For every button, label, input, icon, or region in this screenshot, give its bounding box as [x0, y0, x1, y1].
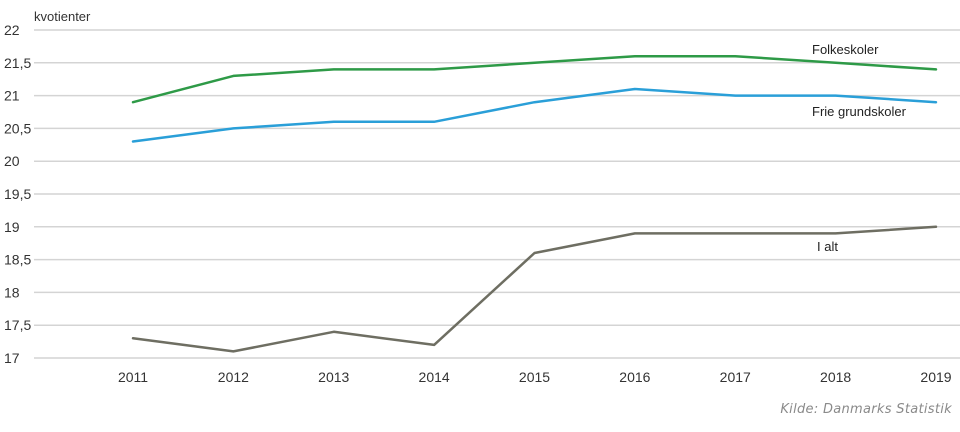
- x-tick-label: 2018: [820, 369, 851, 385]
- x-tick-label: 2015: [519, 369, 550, 385]
- y-tick-label: 20: [4, 153, 20, 169]
- x-tick-label: 2012: [218, 369, 249, 385]
- series-label-folkeskoler: Folkeskoler: [812, 42, 879, 57]
- y-tick-label: 18: [4, 284, 20, 300]
- y-axis-ticks: 17 17,5 18 18,5 19 19,5 20 20,5 21 21,5 22: [4, 22, 31, 366]
- x-tick-label: 2019: [920, 369, 951, 385]
- x-tick-label: 2016: [619, 369, 650, 385]
- y-tick-label: 17: [4, 350, 20, 366]
- y-tick-label: 19: [4, 219, 20, 235]
- y-tick-label: 20,5: [4, 120, 31, 136]
- y-tick-label: 17,5: [4, 317, 31, 333]
- x-tick-label: 2014: [419, 369, 450, 385]
- y-tick-label: 21: [4, 88, 20, 104]
- series-lines: [131, 54, 938, 353]
- series-label-i-alt: I alt: [817, 239, 838, 254]
- y-tick-label: 19,5: [4, 186, 31, 202]
- y-tick-label: 21,5: [4, 55, 31, 71]
- y-tick-label: 22: [4, 22, 20, 38]
- series-line-frie-grundskoler: [131, 87, 938, 143]
- source-note: Kilde: Danmarks Statistik: [780, 402, 952, 417]
- series-label-frie-grundskoler: Frie grundskoler: [812, 104, 907, 119]
- series-labels: Folkeskoler Frie grundskoler I alt: [812, 42, 907, 254]
- x-tick-label: 2011: [118, 369, 148, 385]
- gridlines: [34, 29, 960, 359]
- x-tick-label: 2013: [318, 369, 349, 385]
- x-tick-label: 2017: [720, 369, 751, 385]
- x-axis-ticks: 2011 2012 2013 2014 2015 2016 2017 2018 2019: [118, 369, 952, 385]
- y-axis-unit-label: kvotienter: [34, 9, 91, 24]
- y-tick-label: 18,5: [4, 252, 31, 268]
- series-line-folkeskoler: [131, 54, 938, 104]
- series-line-i-alt: [131, 225, 938, 353]
